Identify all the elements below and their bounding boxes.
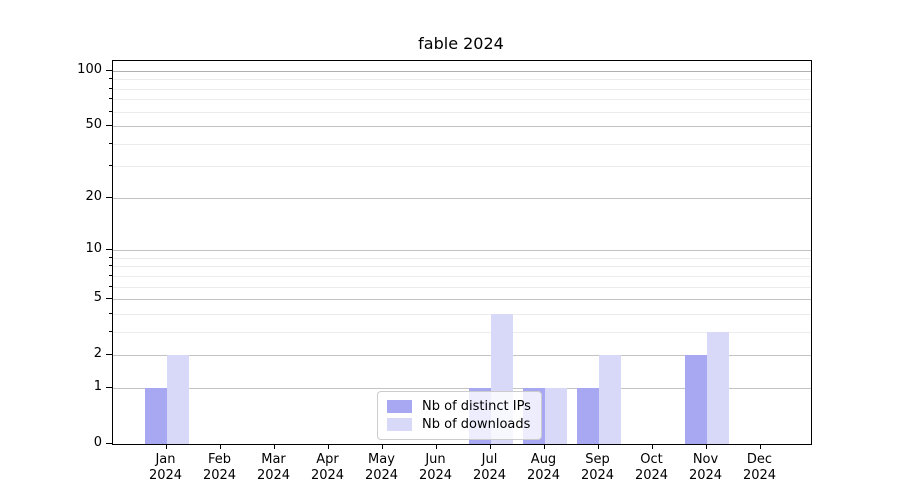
gridline-minor — [113, 266, 811, 268]
y-tick-label: 10 — [85, 241, 102, 257]
x-tick-label: Nov 2024 — [688, 452, 723, 483]
x-tick-label: Oct 2024 — [634, 452, 669, 483]
legend-item-distinct-ips: Nb of distinct IPs — [387, 397, 531, 415]
bar-distinct-ips — [144, 387, 167, 444]
y-minor-tick-mark — [109, 165, 112, 167]
gridline-major — [113, 250, 811, 252]
bar-downloads — [706, 331, 729, 444]
y-tick-label: 100 — [77, 62, 102, 77]
x-tick-mark — [651, 444, 653, 449]
bar-distinct-ips — [684, 355, 707, 444]
legend-label-downloads: Nb of downloads — [422, 416, 531, 432]
y-tick-mark — [106, 386, 112, 388]
x-tick-mark — [219, 444, 221, 449]
x-tick-mark — [705, 444, 707, 449]
y-minor-tick-mark — [109, 256, 112, 258]
x-tick-label: Feb 2024 — [202, 452, 237, 483]
y-tick-mark — [106, 298, 112, 300]
y-minor-tick-mark — [109, 110, 112, 112]
y-tick-mark — [106, 249, 112, 251]
gridline-major — [113, 71, 811, 72]
legend-label-distinct-ips: Nb of distinct IPs — [422, 398, 531, 414]
legend-swatch-downloads — [387, 417, 412, 431]
gridline-major — [113, 126, 811, 128]
y-tick-mark — [106, 125, 112, 127]
y-minor-tick-mark — [109, 312, 112, 314]
gridline-minor — [113, 143, 811, 145]
y-minor-tick-mark — [109, 87, 112, 89]
x-tick-label: May 2024 — [364, 452, 399, 483]
legend-item-downloads: Nb of downloads — [387, 415, 531, 433]
gridline-minor — [113, 313, 811, 315]
y-tick-label: 50 — [85, 117, 102, 133]
x-tick-label: Aug 2024 — [526, 452, 561, 483]
gridline-minor — [113, 275, 811, 277]
y-tick-mark — [106, 70, 112, 71]
x-tick-mark — [597, 444, 599, 449]
x-tick-label: Mar 2024 — [256, 452, 291, 483]
y-tick-label: 0 — [93, 435, 102, 450]
x-tick-mark — [273, 444, 275, 449]
gridline-major — [113, 355, 811, 357]
y-minor-tick-mark — [109, 78, 112, 80]
plot-area — [112, 60, 812, 445]
gridline-minor — [113, 286, 811, 288]
y-tick-mark — [106, 443, 112, 444]
y-minor-tick-mark — [109, 265, 112, 267]
gridline-minor — [113, 111, 811, 113]
gridline-major — [113, 197, 811, 199]
x-tick-mark — [327, 444, 329, 449]
x-tick-mark — [759, 444, 761, 449]
gridline-minor — [113, 257, 811, 259]
y-tick-label: 5 — [93, 290, 102, 306]
x-tick-mark — [381, 444, 383, 449]
x-tick-mark — [435, 444, 437, 449]
x-tick-mark — [543, 444, 545, 449]
gridline-minor — [113, 331, 811, 333]
gridline-major — [113, 299, 811, 301]
x-tick-label: Sep 2024 — [580, 452, 615, 483]
legend: Nb of distinct IPs Nb of downloads — [377, 391, 542, 440]
bar-downloads — [166, 355, 189, 444]
y-tick-mark — [106, 196, 112, 198]
legend-swatch-distinct-ips — [387, 399, 412, 413]
y-tick-label: 1 — [93, 378, 102, 394]
y-tick-label: 20 — [85, 188, 102, 204]
x-tick-label: Jun 2024 — [418, 452, 453, 483]
x-tick-label: Dec 2024 — [742, 452, 777, 483]
y-minor-tick-mark — [109, 330, 112, 332]
y-tick-label: 2 — [93, 346, 102, 362]
gridline-minor — [113, 88, 811, 90]
y-minor-tick-mark — [109, 274, 112, 276]
gridline-minor — [113, 166, 811, 168]
x-tick-mark — [489, 444, 491, 449]
bar-downloads — [544, 387, 567, 444]
y-tick-mark — [106, 354, 112, 356]
x-tick-label: Jul 2024 — [472, 452, 507, 483]
x-tick-label: Jan 2024 — [148, 452, 183, 483]
x-tick-label: Apr 2024 — [310, 452, 345, 483]
x-tick-mark — [165, 444, 167, 449]
bar-downloads — [598, 355, 621, 444]
y-minor-tick-mark — [109, 142, 112, 144]
gridline-major — [113, 387, 811, 389]
y-minor-tick-mark — [109, 98, 112, 100]
gridline-minor — [113, 99, 811, 101]
bar-distinct-ips — [576, 387, 599, 444]
gridline-minor — [113, 79, 811, 81]
chart-title: fable 2024 — [418, 34, 504, 53]
y-minor-tick-mark — [109, 285, 112, 287]
